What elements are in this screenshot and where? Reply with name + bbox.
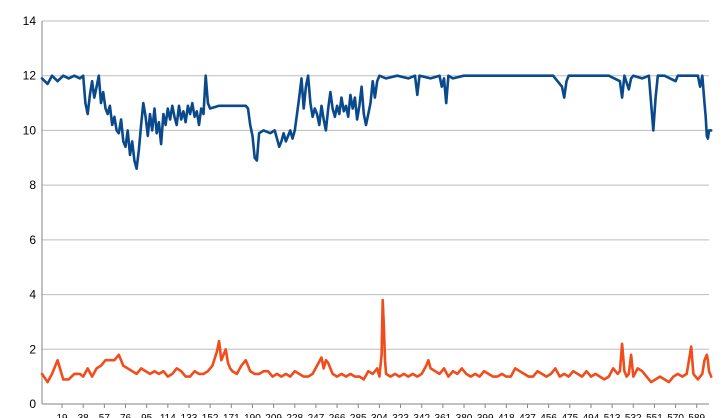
gridlines — [42, 20, 709, 350]
y-tick-label: 14 — [23, 14, 37, 28]
x-tick-label: 19 — [56, 413, 68, 418]
y-tick-label: 8 — [29, 178, 36, 192]
x-tick-label: 38 — [78, 413, 90, 418]
x-tick-labels: 19 38 57 76 95 114 133 152 171 190 209 228 247 266 285… — [56, 404, 706, 418]
x-tick-label: 570 — [667, 413, 684, 418]
x-tick-label: 437 — [519, 413, 536, 418]
x-tick-label: 190 — [244, 413, 261, 418]
x-tick-label: 114 — [160, 413, 176, 418]
x-tick-label: 399 — [477, 413, 494, 418]
y-tick-label: 6 — [29, 233, 36, 247]
x-tick-label: 95 — [141, 413, 153, 418]
x-tick-label: 475 — [561, 413, 578, 418]
x-tick-label: 285 — [350, 413, 367, 418]
x-tick-label: 152 — [202, 413, 219, 418]
x-tick-label: 380 — [456, 413, 473, 418]
x-tick-label: 342 — [413, 413, 430, 418]
x-tick-label: 304 — [371, 413, 388, 418]
y-tick-label: 10 — [23, 123, 37, 137]
x-tick-label: 266 — [329, 413, 346, 418]
x-tick-label: 228 — [286, 413, 303, 418]
x-tick-label: 551 — [646, 413, 663, 418]
x-tick-label: 76 — [120, 413, 132, 418]
x-tick-label: 418 — [498, 413, 515, 418]
x-tick-label: 171 — [223, 413, 240, 418]
x-tick-label: 494 — [583, 413, 600, 418]
x-tick-label: 57 — [99, 413, 111, 418]
x-tick-label: 133 — [181, 413, 198, 418]
x-tick-label: 323 — [392, 413, 409, 418]
x-tick-label: 532 — [625, 413, 642, 418]
series-lines — [40, 74, 713, 384]
x-tick-label: 589 — [688, 413, 705, 418]
y-tick-labels: 0 2 4 6 8 10 12 14 — [23, 14, 37, 411]
y-tick-label: 4 — [29, 288, 36, 302]
x-tick-label: 209 — [265, 413, 282, 418]
y-tick-label: 12 — [23, 69, 37, 83]
x-tick-label: 247 — [308, 413, 325, 418]
x-tick-label: 456 — [540, 413, 557, 418]
y-tick-label: 0 — [29, 397, 36, 411]
y-tick-label: 2 — [29, 342, 36, 356]
x-tick-label: 513 — [604, 413, 621, 418]
series-line-2 — [40, 298, 713, 384]
series-line-1 — [40, 74, 713, 170]
axes — [41, 21, 709, 405]
x-tick-label: 361 — [435, 413, 452, 418]
